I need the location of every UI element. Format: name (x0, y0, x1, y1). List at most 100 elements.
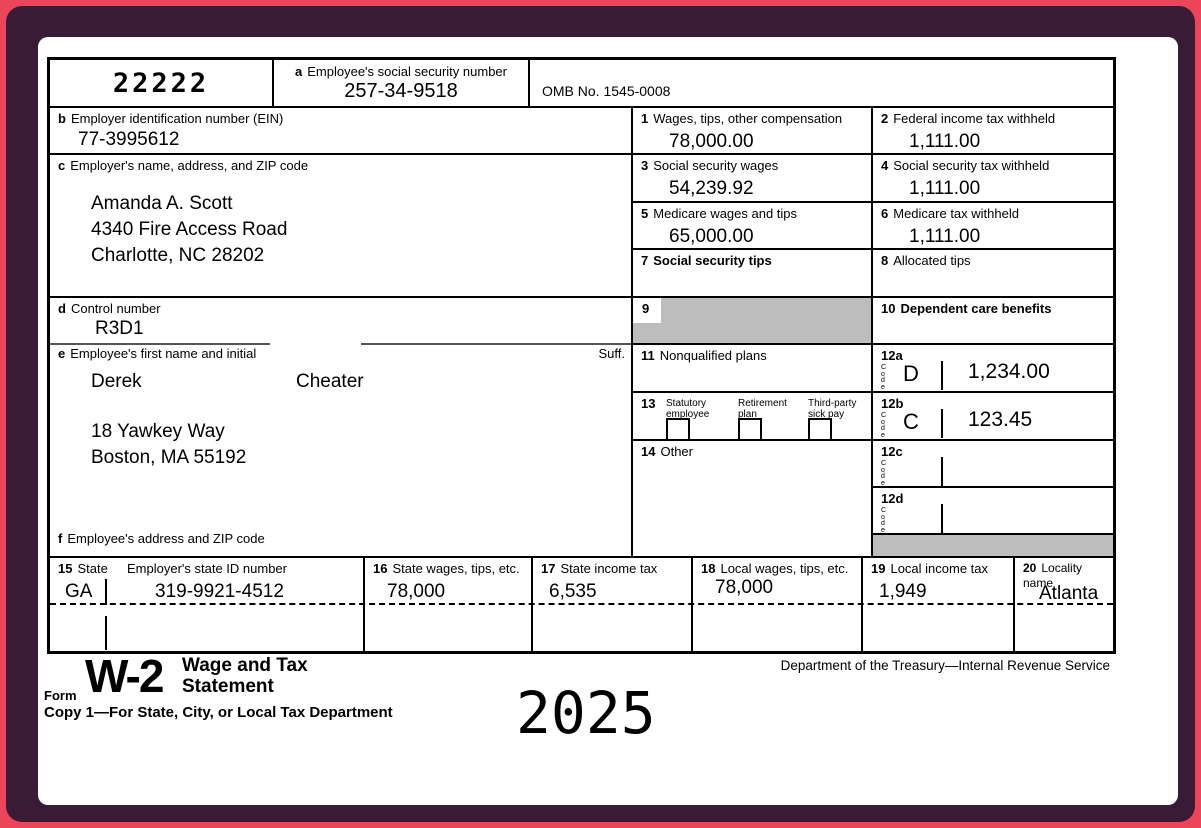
employer-address-line2: Charlotte, NC 28202 (91, 245, 265, 266)
box-c-label: Employer's name, address, and ZIP code (70, 158, 309, 173)
box-10-cell: 10 Dependent care benefits (871, 296, 1113, 343)
box-f-prefix: f (58, 531, 63, 546)
box-20-value: Atlanta (1039, 583, 1099, 604)
box-7-cell: 7 Social security tips (631, 248, 871, 296)
box-6-cell: 6 Medicare tax withheld 1,111.00 (871, 201, 1113, 248)
statutory-employee-label: Statutory employee (666, 398, 710, 420)
box-8-label: Allocated tips (893, 253, 971, 268)
box-3-cell: 3 Social security wages 54,239.92 (631, 153, 871, 201)
box-e-f-employee-cell: e Employee's first name and initial Suff.… (50, 343, 631, 556)
name-rule-left (50, 343, 270, 345)
box-c-prefix: c (58, 158, 66, 173)
box-19-label: Local income tax (890, 561, 989, 576)
state-divider-top (105, 579, 107, 605)
box-4-label: Social security tax withheld (893, 158, 1050, 173)
w2-form-page: 22222 a Employee's social security number… (38, 37, 1178, 805)
form-title: Wage and Tax Statement (182, 655, 308, 697)
box-a-label: a Employee's social security number (295, 64, 507, 79)
box-17-label: State income tax (560, 561, 658, 576)
box-12c-cell: 12c Code (871, 439, 1113, 487)
box-12b-number: 12b (881, 396, 904, 411)
code-vertical-label: Code (881, 460, 887, 487)
employee-address-line1: 18 Yawkey Way (91, 421, 225, 442)
box-e-label: Employee's first name and initial (70, 346, 257, 361)
state-divider-bottom (105, 616, 107, 650)
omb-cell: OMB No. 1545-0008 (530, 60, 1113, 106)
box-12c-divider (941, 457, 943, 486)
box-12b-value: 123.45 (968, 408, 1033, 431)
box-20-label: Locality name (1023, 561, 1083, 590)
box-9-number: 9 (633, 298, 661, 323)
box-5-cell: 5 Medicare wages and tips 65,000.00 (631, 201, 871, 248)
box-12d-divider (941, 504, 943, 533)
form-number: W-2 (85, 650, 164, 702)
box-8-cell: 8 Allocated tips (871, 248, 1113, 296)
department-line: Department of the Treasury—Internal Reve… (780, 658, 1110, 673)
box-18-label: Local wages, tips, etc. (720, 561, 849, 576)
code-vertical-label: Code (881, 364, 887, 391)
box-12c-number: 12c (881, 444, 903, 459)
box-4-value: 1,111.00 (909, 178, 981, 199)
employee-address: 18 Yawkey Way Boston, MA 55192 (91, 419, 246, 471)
box-12b-cell: 12b Code C 123.45 (871, 391, 1113, 439)
box-6-label: Medicare tax withheld (893, 206, 1019, 221)
employee-last-name: Cheater (296, 371, 364, 392)
employee-first-name: Derek (91, 371, 142, 392)
copy-line: Copy 1—For State, City, or Local Tax Dep… (44, 704, 393, 721)
box-b-ein-cell: b Employer identification number (EIN) 77… (50, 106, 631, 153)
box-11-label: Nonqualified plans (659, 348, 767, 363)
box-12a-cell: 12a Code D 1,234.00 (871, 343, 1113, 391)
box-c-employer-cell: c Employer's name, address, and ZIP code … (50, 153, 631, 296)
box-12b-code: C (903, 409, 919, 434)
omb-number: OMB No. 1545-0008 (542, 83, 671, 99)
box-5-label: Medicare wages and tips (653, 206, 798, 221)
employer-address-line1: 4340 Fire Access Road (91, 219, 288, 240)
ssn-value: 257-34-9518 (344, 80, 458, 102)
retirement-plan-label: Retirement plan (738, 398, 787, 420)
box-14-label: Other (660, 444, 693, 459)
box-5-value: 65,000.00 (669, 226, 754, 247)
tax-year: 2025 (516, 679, 656, 747)
statutory-employee-checkbox[interactable] (666, 418, 690, 442)
state-id-value: 319-9921-4512 (155, 581, 284, 602)
box-3-value: 54,239.92 (669, 178, 754, 199)
employer-name: Amanda A. Scott (91, 193, 233, 214)
box-1-value: 78,000.00 (669, 131, 754, 152)
employee-address-line2: Boston, MA 55192 (91, 447, 247, 468)
box-a-prefix: a (295, 64, 303, 79)
box-12a-number: 12a (881, 348, 903, 363)
box-f-label: Employee's address and ZIP code (67, 531, 265, 546)
box-10-label: Dependent care benefits (900, 301, 1052, 316)
box-e-label-row: e Employee's first name and initial Suff. (58, 346, 625, 361)
box-d-label: Control number (70, 301, 161, 316)
state-id-label: Employer's state ID number (127, 561, 287, 576)
box-16-value: 78,000 (387, 581, 446, 602)
box-12d-cell: 12d Code (871, 486, 1113, 534)
box-15-label: State (77, 561, 108, 576)
form-word: Form (44, 688, 77, 703)
state-row-dashed-divider (50, 603, 1113, 605)
box-2-label: Federal income tax withheld (893, 111, 1056, 126)
box-7-label: Social security tips (653, 253, 772, 268)
box-2-value: 1,111.00 (909, 131, 981, 152)
box-1-cell: 1 Wages, tips, other compensation 78,000.… (631, 106, 871, 153)
shaded-strip (871, 533, 1113, 556)
box-9-cell: 9 (631, 296, 871, 343)
employer-name-address: Amanda A. Scott 4340 Fire Access Road Ch… (91, 191, 287, 269)
form-code-cell: 22222 (50, 60, 274, 106)
box-16-label: State wages, tips, etc. (392, 561, 520, 576)
box-6-value: 1,111.00 (909, 226, 981, 247)
code-vertical-label: Code (881, 507, 887, 534)
box-15-state-value: GA (65, 581, 93, 602)
box-3-label: Social security wages (653, 158, 779, 173)
box-d-prefix: d (58, 301, 66, 316)
box-2-cell: 2 Federal income tax withheld 1,111.00 (871, 106, 1113, 153)
box-e-prefix: e (58, 346, 66, 361)
box-d-control-cell: d Control number R3D1 (50, 296, 631, 343)
name-rule-right (361, 343, 631, 345)
box-b-prefix: b (58, 111, 66, 126)
form-code-22222: 22222 (112, 68, 210, 99)
box-12a-value: 1,234.00 (968, 360, 1050, 383)
code-vertical-label: Code (881, 412, 887, 439)
box-12a-code: D (903, 361, 919, 386)
